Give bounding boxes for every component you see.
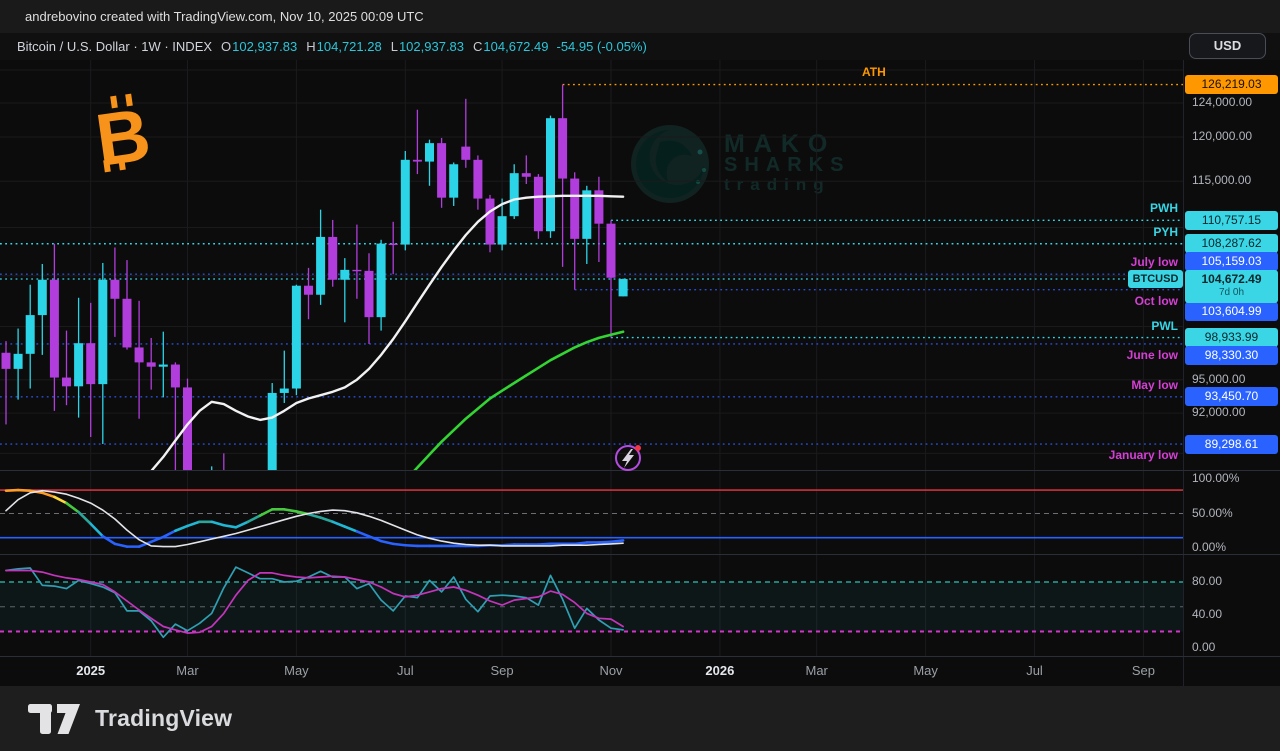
- level-label-january_low: January low: [1108, 448, 1178, 463]
- axis-label-Jul: Jul: [396, 663, 414, 678]
- axis-label-2026: 2026: [705, 663, 735, 678]
- price-badge-oct_low: 103,604.99: [1185, 302, 1278, 322]
- pane3-scale-label: 40.00: [1192, 607, 1223, 621]
- brand-text[interactable]: TradingView: [95, 705, 233, 731]
- price-badge-pwl: 98,933.99: [1185, 328, 1278, 348]
- pane2-scale-label: 0.00%: [1192, 540, 1227, 554]
- pane3-scale-label: 80.00: [1192, 574, 1223, 588]
- axis-label-Jul: Jul: [1026, 663, 1043, 678]
- axis-label-Sep: Sep: [490, 663, 514, 678]
- axis-label-May: May: [284, 663, 309, 678]
- lightning-marker-icon: [615, 445, 641, 471]
- price-badge-june_low: 98,330.30: [1185, 346, 1278, 366]
- watermark-line1: MAKO: [724, 130, 837, 158]
- symbol-mini-badge: BTCUSD: [1128, 270, 1183, 289]
- pane2-scale-label: 100.00%: [1192, 471, 1240, 485]
- scale-label-9200000: 92,000.00: [1192, 405, 1246, 420]
- attribution-text: andrebovino created with TradingView.com…: [25, 9, 424, 24]
- axis-label-Sep: Sep: [1131, 663, 1155, 678]
- price-badge-january_low: 89,298.61: [1185, 434, 1278, 454]
- pane3-scale-label: 0.00: [1192, 640, 1216, 654]
- tradingview-logo-icon[interactable]: [28, 703, 83, 735]
- ma-white-line: [150, 194, 625, 470]
- ma-green-line: [413, 330, 625, 470]
- level-lines: [0, 83, 1183, 445]
- price-badge-ath: 126,219.03: [1185, 75, 1278, 95]
- currency-button[interactable]: USD: [1189, 33, 1266, 59]
- change-value: -54.95 (-0.05%): [556, 39, 647, 54]
- current-price-value: 104,672.49: [1201, 272, 1262, 287]
- axis-label-May: May: [913, 663, 938, 678]
- low-value: 102,937.83: [398, 39, 465, 54]
- axis-label-Mar: Mar: [176, 663, 199, 678]
- price-badge-july_low: 105,159.03: [1185, 251, 1278, 271]
- watermark: MAKO SHARKS trading: [630, 122, 850, 206]
- ath-line-label: ATH: [862, 65, 886, 79]
- pane-separators: [0, 60, 1280, 686]
- candles-layer: [1, 84, 628, 470]
- axis-label-Mar: Mar: [805, 663, 828, 678]
- svg-text:B: B: [91, 92, 155, 182]
- symbol-header-bar: Bitcoin / U.S. Dollar · 1W · INDEX O102,…: [0, 33, 1280, 60]
- pane2-scale-label: 50.00%: [1192, 505, 1233, 520]
- level-label-june_low: June low: [1126, 347, 1178, 362]
- watermark-line3: trading: [724, 175, 831, 194]
- level-label-may_low: May low: [1131, 377, 1178, 392]
- gridlines: [0, 60, 1183, 656]
- scale-label-12400000: 124,000.00: [1192, 95, 1253, 109]
- level-label-oct_low: Oct low: [1134, 293, 1178, 308]
- pane2-layer: [0, 488, 1183, 548]
- scale-label-11500000: 115,000.00: [1192, 173, 1252, 188]
- stoch-d-line: [5, 569, 624, 634]
- level-label-pyh: PYH: [1153, 224, 1178, 239]
- open-label: O: [221, 39, 232, 54]
- scale-label-12000000: 120,000.00: [1192, 129, 1253, 144]
- axis-label-2025: 2025: [76, 663, 106, 678]
- price-badge-pyh: 108,287.62: [1185, 234, 1278, 254]
- bitcoin-logo-icon: B: [91, 92, 155, 182]
- close-label: C: [473, 39, 483, 54]
- level-label-july_low: July low: [1130, 255, 1178, 270]
- price-badge-may_low: 93,450.70: [1185, 387, 1278, 407]
- high-label: H: [306, 39, 316, 54]
- current-price-countdown: 7d 0h: [1218, 287, 1245, 299]
- footer-bar: TradingView: [0, 686, 1280, 751]
- watermark-line2: SHARKS: [724, 154, 851, 176]
- close-value: 104,672.49: [483, 39, 549, 54]
- price-badge-pwh: 110,757.15: [1185, 210, 1278, 230]
- level-label-pwh: PWH: [1150, 201, 1178, 216]
- pane3-layer: [0, 581, 1183, 633]
- axis-label-Nov: Nov: [599, 663, 623, 678]
- high-value: 104,721.28: [316, 39, 382, 54]
- level-label-pwl: PWL: [1151, 318, 1178, 333]
- time-axis[interactable]: 2025 Mar May Jul Sep Nov 2026 Mar May Jul Sep: [0, 656, 1280, 686]
- current-price-badge: 104,672.49 7d 0h: [1185, 270, 1278, 304]
- pane2-signal-line: [5, 489, 624, 548]
- low-label: L: [390, 39, 398, 54]
- scale-label-9500000: 95,000.00: [1192, 371, 1246, 386]
- attribution-bar: andrebovino created with TradingView.com…: [0, 0, 1280, 33]
- open-value: 102,937.83: [232, 39, 298, 54]
- symbol-title[interactable]: Bitcoin / U.S. Dollar · 1W · INDEX: [17, 39, 213, 54]
- stoch-k-line: [5, 566, 624, 639]
